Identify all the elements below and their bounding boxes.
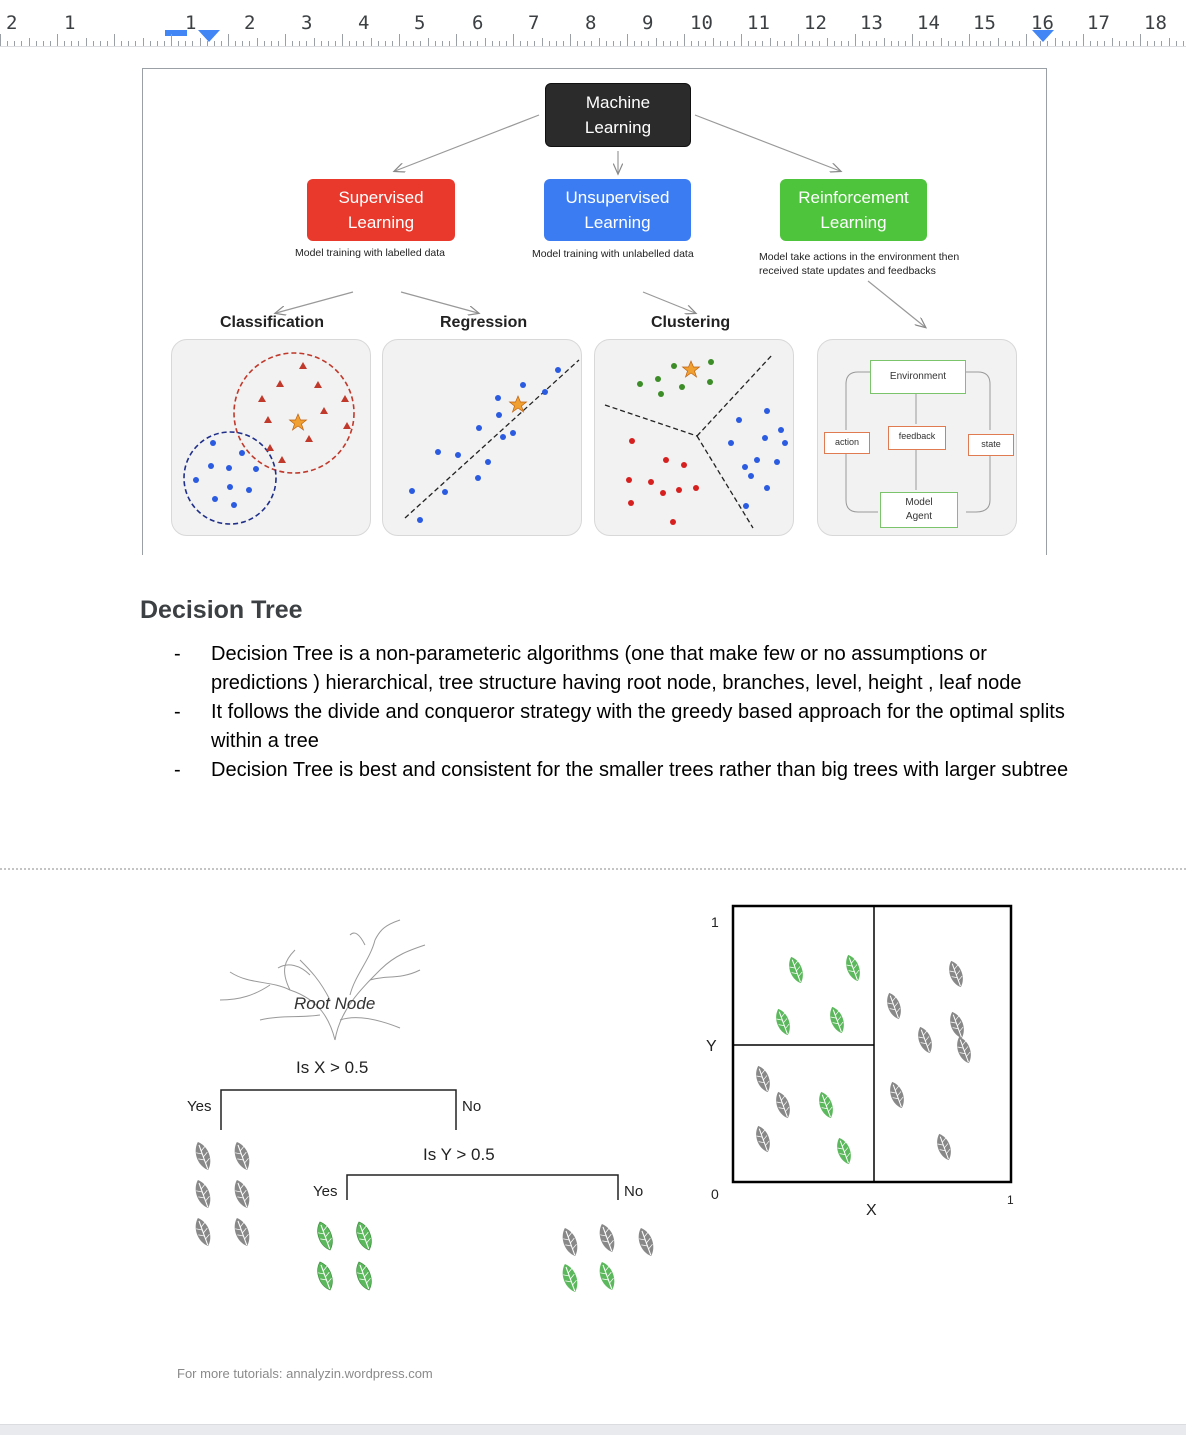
ruler-label: 15 xyxy=(973,12,996,34)
label-clustering: Clustering xyxy=(651,314,731,331)
root-node-sketch xyxy=(219,919,426,1041)
partition-plot xyxy=(731,904,1013,1184)
node-machine-learning: Machine Learning xyxy=(545,83,691,147)
ruler-label: 2 xyxy=(6,12,18,34)
ruler-label: 10 xyxy=(690,12,713,34)
axis-y-top-label: 1 xyxy=(711,914,719,930)
classification-plot xyxy=(183,352,355,525)
axis-y-label: Y xyxy=(706,1038,717,1055)
rl-state-box: state xyxy=(968,434,1014,456)
bullet-text: Decision Tree is best and consistent for… xyxy=(211,759,1069,781)
ruler-label: 6 xyxy=(472,12,484,34)
page-bottom-edge xyxy=(0,1424,1186,1435)
rl-agent-box: Model Agent xyxy=(880,492,958,528)
regression-plot xyxy=(404,359,580,523)
page-break-divider xyxy=(0,868,1186,870)
ml-diagram-image[interactable]: Machine Learning Supervised Learning Uns… xyxy=(142,68,1047,555)
axis-x-label: X xyxy=(866,1202,877,1219)
ruler-label: 4 xyxy=(358,12,370,34)
axis-x-right-label: 1 xyxy=(1007,1193,1014,1207)
split2-yes-label: Yes xyxy=(313,1183,338,1200)
rl-agent-label: Model Agent xyxy=(905,497,933,522)
panel-regression xyxy=(382,339,582,536)
ruler-label: 9 xyxy=(642,12,654,34)
ruler-label: 12 xyxy=(804,12,827,34)
caption-reinforcement: Model take actions in the environment th… xyxy=(759,251,960,277)
rl-feedback-box: feedback xyxy=(888,426,946,450)
caption-supervised: Model training with labelled data xyxy=(295,247,446,259)
node-unsupervised-learning: Unsupervised Learning xyxy=(544,179,691,241)
decision-tree-image[interactable]: Root Node Is X > 0.5 Yes No Is Y > 0.5 Y… xyxy=(170,900,1040,1400)
root-node-label: Root Node xyxy=(294,994,376,1013)
right-indent-marker xyxy=(1032,30,1054,42)
bullet-marker: - xyxy=(174,759,181,781)
ruler-label: 1 xyxy=(64,12,76,34)
node-label: Unsupervised Learning xyxy=(565,188,670,232)
ruler-label: 2 xyxy=(244,12,256,34)
list-item[interactable]: - Decision Tree is a non-parameteric algo… xyxy=(170,640,1070,698)
ml-diagram-connectors xyxy=(143,114,1046,555)
rl-action-box: action xyxy=(824,432,870,454)
bullet-marker: - xyxy=(174,643,181,665)
split2-label: Is Y > 0.5 xyxy=(423,1145,495,1164)
ruler-label: 13 xyxy=(860,12,883,34)
panel-clustering xyxy=(594,339,794,536)
bullet-marker: - xyxy=(174,701,181,723)
ruler-label: 17 xyxy=(1087,12,1110,34)
ruler-label: 18 xyxy=(1144,12,1167,34)
ruler-ticks xyxy=(0,30,1184,46)
node-supervised-learning: Supervised Learning xyxy=(307,179,455,241)
horizontal-ruler[interactable]: 2 1 1 2 3 4 5 6 7 8 9 10 11 12 13 14 15 … xyxy=(0,0,1186,47)
bullet-list: - Decision Tree is a non-parameteric algo… xyxy=(170,640,1070,785)
rl-environment-box: Environment xyxy=(870,360,966,394)
credit-text: For more tutorials: annalyzin.wordpress.… xyxy=(177,1366,433,1381)
label-regression: Regression xyxy=(440,314,528,331)
section-heading: Decision Tree xyxy=(140,596,303,624)
ruler-label: 8 xyxy=(585,12,597,34)
node-label: Reinforcement Learning xyxy=(798,188,909,232)
list-item[interactable]: - It follows the divide and conqueror str… xyxy=(170,698,1070,756)
caption-unsupervised: Model training with unlabelled data xyxy=(532,248,694,260)
split1-no-label: No xyxy=(462,1098,482,1115)
axis-origin-label: 0 xyxy=(711,1186,719,1202)
decision-tree-graphics xyxy=(191,904,1013,1295)
node-reinforcement-learning: Reinforcement Learning xyxy=(780,179,927,241)
split1-label: Is X > 0.5 xyxy=(296,1058,369,1077)
panel-classification xyxy=(171,339,371,536)
ruler-label: 11 xyxy=(747,12,770,34)
bullet-text: It follows the divide and conqueror stra… xyxy=(211,701,1065,752)
ruler-label: 14 xyxy=(917,12,940,34)
ruler-label: 3 xyxy=(301,12,313,34)
left-indent-marker xyxy=(198,30,220,42)
ruler-label: 16 xyxy=(1031,12,1054,34)
node-label: Supervised Learning xyxy=(338,188,424,232)
panel-reinforcement: Environment feedback action state Model … xyxy=(817,339,1017,536)
clustering-plot xyxy=(604,353,788,529)
list-item[interactable]: - Decision Tree is best and consistent fo… xyxy=(170,756,1070,785)
bullet-text: Decision Tree is a non-parameteric algor… xyxy=(211,643,1022,694)
ruler-label: 1 xyxy=(185,12,197,34)
split1-yes-label: Yes xyxy=(187,1098,212,1115)
ruler-label: 7 xyxy=(528,12,540,34)
node-label: Machine Learning xyxy=(584,93,652,137)
split2-no-label: No xyxy=(624,1183,644,1200)
split-brackets xyxy=(220,1089,619,1200)
label-classification: Classification xyxy=(220,314,325,331)
ruler-label: 5 xyxy=(414,12,426,34)
